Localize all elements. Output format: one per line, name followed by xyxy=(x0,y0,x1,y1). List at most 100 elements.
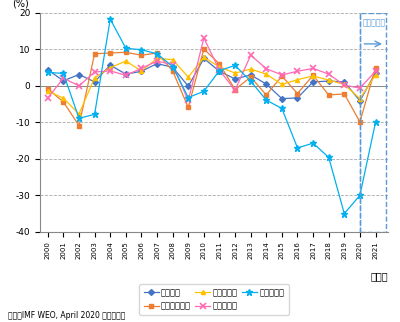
Text: （年）: （年） xyxy=(370,271,388,281)
ベネズエラ xyxy=(248,79,253,83)
ベネズエラ xyxy=(186,96,191,99)
ウルグアイ xyxy=(248,67,253,71)
ベネズエラ xyxy=(217,69,222,72)
パラグアイ xyxy=(326,72,331,76)
アルゼンチン xyxy=(92,52,97,56)
パラグアイ xyxy=(124,73,128,77)
ウルグアイ xyxy=(92,76,97,80)
アルゼンチン xyxy=(264,93,269,97)
パラグアイ xyxy=(233,88,238,92)
ブラジル xyxy=(358,99,362,103)
ブラジル xyxy=(311,80,316,84)
ブラジル xyxy=(124,72,128,76)
パラグアイ xyxy=(155,59,160,63)
ブラジル xyxy=(248,73,253,77)
ブラジル xyxy=(342,80,347,84)
ベネズエラ xyxy=(280,107,284,110)
Line: アルゼンチン: アルゼンチン xyxy=(46,47,378,128)
ウルグアイ xyxy=(295,78,300,81)
ベネズエラ xyxy=(326,156,331,159)
ウルグアイ xyxy=(170,58,175,62)
ベネズエラ xyxy=(155,52,160,56)
ベネズエラ xyxy=(358,194,362,197)
ウルグアイ xyxy=(264,72,269,76)
ベネズエラ xyxy=(46,71,50,74)
アルゼンチン xyxy=(170,69,175,73)
パラグアイ xyxy=(77,84,82,88)
ブラジル xyxy=(46,68,50,72)
ブラジル xyxy=(77,73,82,77)
アルゼンチン xyxy=(358,120,362,124)
ウルグアイ xyxy=(311,74,316,78)
パラグアイ xyxy=(139,66,144,70)
ベネズエラ xyxy=(108,17,113,21)
パラグアイ xyxy=(186,99,191,102)
ベネズエラ xyxy=(264,98,269,102)
ブラジル xyxy=(92,80,97,84)
アルゼンチン xyxy=(77,124,82,128)
ブラジル xyxy=(233,77,238,81)
ブラジル xyxy=(155,62,160,66)
アルゼンチン xyxy=(46,87,50,91)
アルゼンチン xyxy=(280,74,284,78)
ブラジル xyxy=(108,63,113,67)
アルゼンチン xyxy=(311,73,316,77)
ブラジル xyxy=(186,84,191,88)
ウルグアイ xyxy=(124,59,128,63)
パラグアイ xyxy=(217,68,222,72)
パラグアイ xyxy=(46,96,50,100)
パラグアイ xyxy=(202,36,206,40)
ベネズエラ xyxy=(233,63,238,67)
アルゼンチン xyxy=(248,75,253,79)
ベネズエラ xyxy=(342,212,347,215)
ベネズエラ xyxy=(373,120,378,124)
アルゼンチン xyxy=(108,51,113,55)
ウルグアイ xyxy=(342,82,347,86)
パラグアイ xyxy=(61,76,66,80)
アルゼンチン xyxy=(326,93,331,97)
アルゼンチン xyxy=(124,50,128,54)
ブラジル xyxy=(202,57,206,61)
パラグアイ xyxy=(264,67,269,71)
Text: （推定値）: （推定値） xyxy=(362,18,386,27)
アルゼンチン xyxy=(342,92,347,96)
パラグアイ xyxy=(248,53,253,57)
アルゼンチン xyxy=(139,53,144,57)
Text: 資料：IMF WEO, April 2020 から作成。: 資料：IMF WEO, April 2020 から作成。 xyxy=(8,311,125,320)
ベネズエラ xyxy=(61,71,66,75)
パラグアイ xyxy=(311,66,316,70)
ベネズエラ xyxy=(170,65,175,69)
ウルグアイ xyxy=(186,75,191,79)
パラグアイ xyxy=(92,70,97,74)
アルゼンチン xyxy=(61,100,66,104)
ベネズエラ xyxy=(295,146,300,150)
パラグアイ xyxy=(170,63,175,67)
ウルグアイ xyxy=(326,78,331,82)
アルゼンチン xyxy=(155,51,160,55)
Line: ブラジル: ブラジル xyxy=(46,56,378,103)
ウルグアイ xyxy=(46,89,50,93)
ウルグアイ xyxy=(233,71,238,75)
ベネズエラ xyxy=(77,117,82,120)
アルゼンチン xyxy=(202,47,206,51)
ブラジル xyxy=(139,69,144,73)
ブラジル xyxy=(264,82,269,86)
ウルグアイ xyxy=(108,66,113,70)
ブラジル xyxy=(326,79,331,83)
ベネズエラ xyxy=(202,90,206,93)
ブラジル xyxy=(280,97,284,100)
パラグアイ xyxy=(280,73,284,77)
Line: ウルグアイ: ウルグアイ xyxy=(46,55,378,116)
ウルグアイ xyxy=(202,55,206,59)
Line: ベネズエラ: ベネズエラ xyxy=(44,15,379,217)
ウルグアイ xyxy=(61,96,66,100)
Text: (%): (%) xyxy=(12,0,29,8)
ベネズエラ xyxy=(139,48,144,52)
ブラジル xyxy=(217,69,222,73)
ブラジル xyxy=(295,96,300,100)
ブラジル xyxy=(170,65,175,69)
アルゼンチン xyxy=(295,91,300,95)
パラグアイ xyxy=(358,86,362,90)
アルゼンチン xyxy=(217,62,222,66)
パラグアイ xyxy=(342,83,347,87)
